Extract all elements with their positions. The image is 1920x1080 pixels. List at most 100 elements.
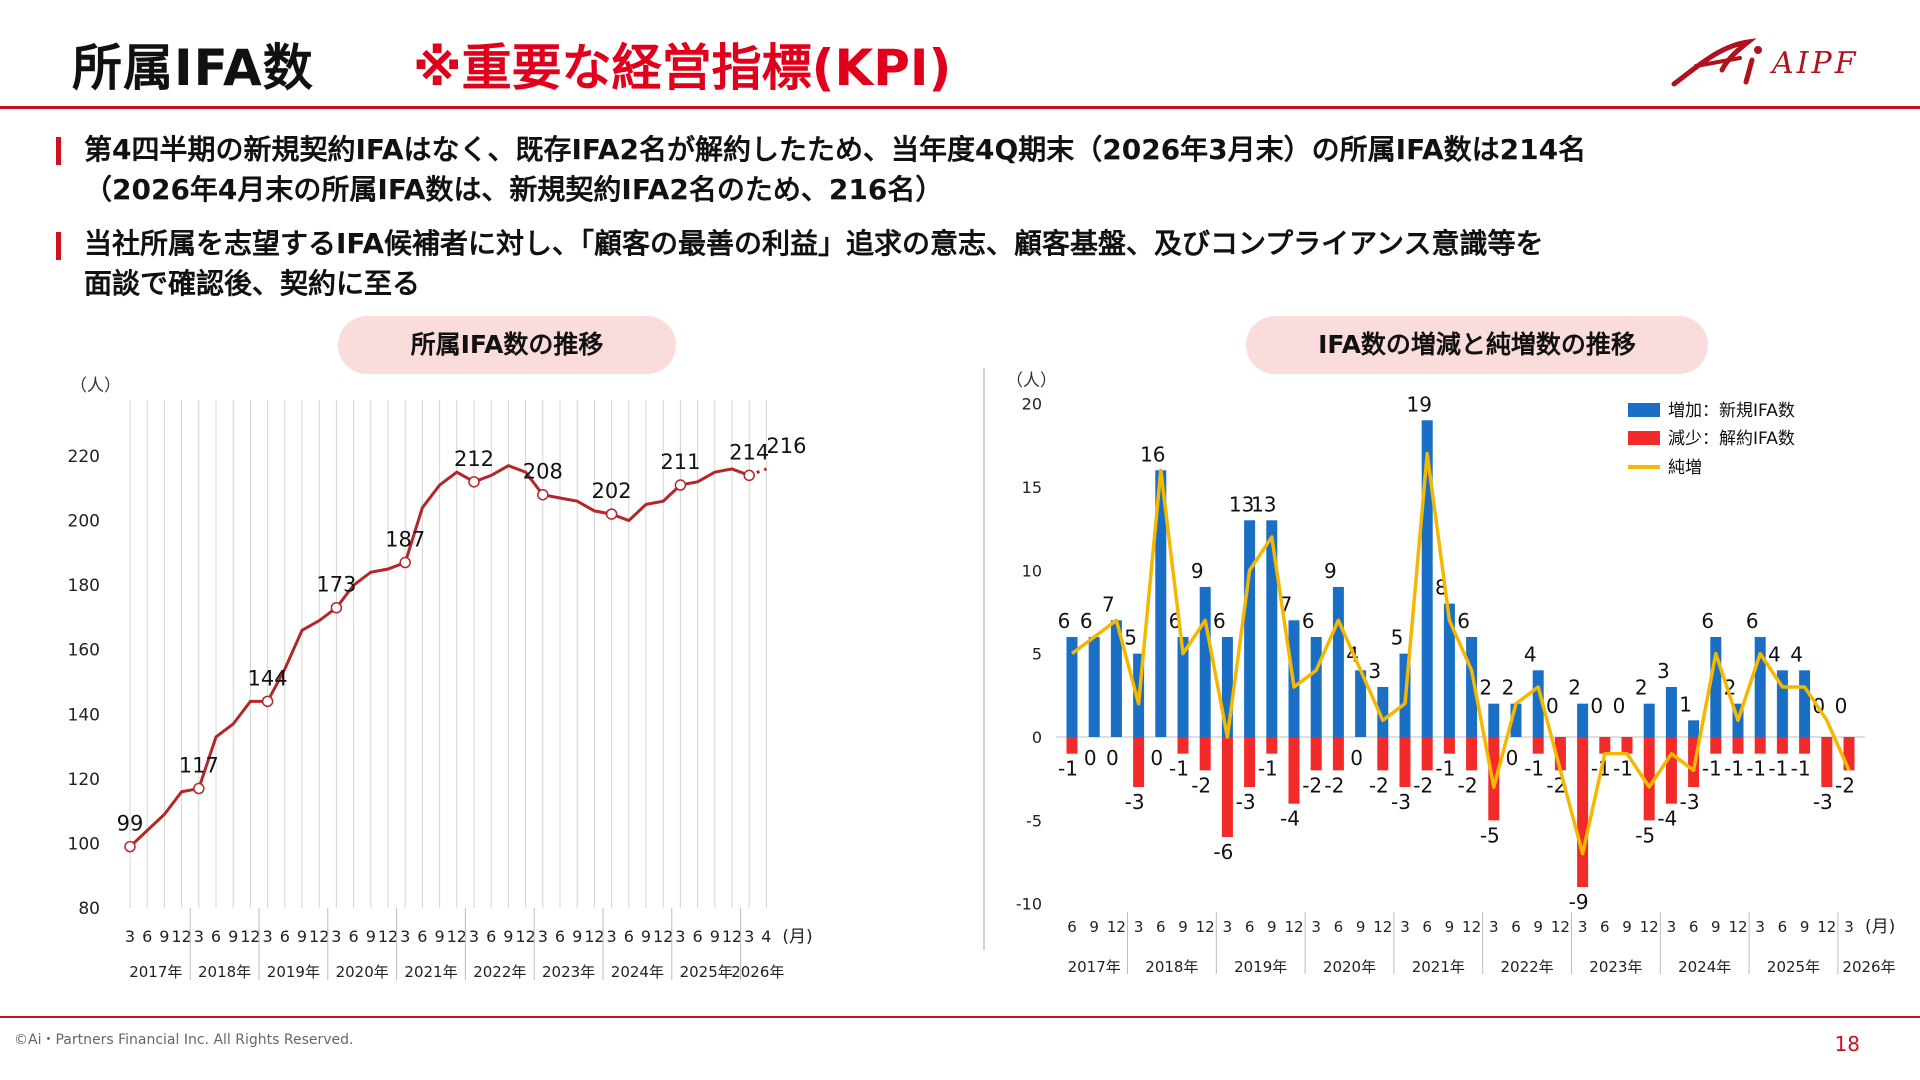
x-tick-label: 6 bbox=[1778, 918, 1788, 936]
bar-chart-title: IFA数の増減と純増数の推移 bbox=[1246, 316, 1708, 374]
data-point-marker bbox=[605, 508, 618, 520]
decrease-label: -1 bbox=[1524, 757, 1544, 781]
x-tick-label: 3 bbox=[125, 927, 135, 946]
data-label: 144 bbox=[248, 666, 288, 690]
x-tick-label: 6 bbox=[1067, 918, 1077, 936]
x-tick-label: 3 bbox=[607, 927, 617, 946]
x-tick-label: 3 bbox=[1134, 918, 1144, 936]
year-label: 2024年 bbox=[1678, 958, 1731, 976]
decrease-label: -9 bbox=[1569, 890, 1589, 914]
increase-label: 4 bbox=[1524, 642, 1537, 666]
decrease-label: -3 bbox=[1125, 790, 1145, 814]
decrease-bar bbox=[1599, 737, 1611, 754]
data-point-marker bbox=[399, 556, 411, 569]
increase-bar bbox=[1421, 420, 1433, 737]
year-label: 2026年 bbox=[1842, 958, 1895, 976]
x-tick-label: 12 bbox=[1817, 918, 1836, 936]
data-point-marker bbox=[193, 782, 205, 795]
y-tick-label: -5 bbox=[1026, 811, 1042, 830]
x-tick-label: 9 bbox=[503, 927, 513, 946]
increase-label: 0 bbox=[1590, 694, 1603, 718]
increase-bar bbox=[1466, 636, 1478, 737]
x-tick-label: 9 bbox=[1356, 918, 1366, 936]
x-tick-label: 12 bbox=[722, 927, 742, 946]
x-tick-label: 6 bbox=[624, 927, 634, 946]
x-tick-label: 9 bbox=[297, 927, 307, 946]
x-tick-label: 3 bbox=[331, 927, 341, 946]
increase-label: 13 bbox=[1229, 492, 1254, 516]
increase-label: 4 bbox=[1790, 642, 1803, 666]
y-tick-label: 220 bbox=[68, 447, 100, 467]
year-label: 2018年 bbox=[198, 963, 251, 981]
decrease-bar bbox=[1288, 737, 1300, 804]
increase-label: 3 bbox=[1368, 659, 1381, 683]
x-tick-label: 4 bbox=[761, 927, 771, 946]
x-axis-unit: (月) bbox=[1865, 917, 1895, 937]
x-tick-label: 9 bbox=[1711, 918, 1721, 936]
increase-label: 6 bbox=[1457, 609, 1470, 633]
page-title: 所属IFA数 bbox=[72, 39, 314, 97]
y-axis-unit: （人） bbox=[1006, 371, 1057, 391]
x-tick-label: 9 bbox=[1533, 918, 1543, 936]
x-tick-label: 12 bbox=[240, 927, 260, 946]
decrease-label: -1 bbox=[1724, 757, 1744, 781]
bullet-marker bbox=[56, 137, 61, 165]
decrease-label: -3 bbox=[1391, 790, 1411, 814]
ifa-count-line bbox=[128, 464, 750, 848]
y-axis-unit: （人） bbox=[70, 376, 121, 396]
y-tick-label: 20 bbox=[1022, 395, 1042, 414]
data-label: 216 bbox=[766, 434, 806, 458]
decrease-label: -6 bbox=[1213, 840, 1233, 864]
increase-bar bbox=[1443, 603, 1455, 737]
ifa-count-projection-line bbox=[748, 467, 767, 477]
y-tick-label: 160 bbox=[68, 641, 100, 661]
footer-rule bbox=[0, 1016, 1920, 1018]
decrease-bar bbox=[1776, 737, 1788, 754]
increase-bar bbox=[1532, 670, 1544, 737]
decrease-label: -1 bbox=[1746, 757, 1766, 781]
decrease-label: 0 bbox=[1106, 746, 1119, 770]
increase-label: 2 bbox=[1568, 676, 1581, 700]
x-tick-label: 3 bbox=[469, 927, 479, 946]
y-tick-label: -10 bbox=[1016, 895, 1042, 914]
decrease-label: -3 bbox=[1236, 790, 1256, 814]
increase-label: 6 bbox=[1746, 609, 1759, 633]
header-rule bbox=[0, 106, 1920, 109]
decrease-bar bbox=[1710, 737, 1722, 754]
x-tick-label: 9 bbox=[228, 927, 238, 946]
x-tick-label: 6 bbox=[1156, 918, 1166, 936]
legend-increase-label: 増加：新規IFA数 bbox=[1668, 401, 1795, 421]
year-label: 2023年 bbox=[542, 963, 595, 981]
decrease-label: -3 bbox=[1813, 790, 1833, 814]
decrease-label: -3 bbox=[1680, 790, 1700, 814]
x-tick-label: 3 bbox=[744, 927, 754, 946]
decrease-label: -5 bbox=[1480, 823, 1500, 847]
x-tick-label: 12 bbox=[515, 927, 535, 946]
increase-label: 13 bbox=[1251, 492, 1276, 516]
increase-bar bbox=[1710, 636, 1722, 737]
decrease-bar bbox=[1821, 737, 1833, 788]
increase-label: 6 bbox=[1701, 609, 1714, 633]
x-tick-label: 6 bbox=[1600, 918, 1610, 936]
year-label: 2017年 bbox=[1068, 958, 1121, 976]
increase-bar bbox=[1488, 703, 1500, 737]
x-tick-label: 12 bbox=[1196, 918, 1215, 936]
increase-label: 4 bbox=[1768, 642, 1781, 666]
legend-decrease-label: 減少：解約IFA数 bbox=[1668, 429, 1795, 449]
decrease-bar bbox=[1843, 737, 1855, 771]
data-point-marker bbox=[330, 601, 343, 614]
x-tick-label: 9 bbox=[435, 927, 445, 946]
decrease-label: -1 bbox=[1768, 757, 1788, 781]
x-tick-label: 9 bbox=[1089, 918, 1099, 936]
decrease-label: -2 bbox=[1302, 773, 1322, 797]
increase-bar bbox=[1110, 620, 1122, 737]
increase-label: 6 bbox=[1302, 609, 1315, 633]
bullet-1-line-1: 第4四半期の新規契約IFAはなく、既存IFA2名が解約したため、当年度4Q期末（… bbox=[84, 133, 1587, 166]
increase-label: 5 bbox=[1124, 626, 1137, 650]
x-tick-label: 9 bbox=[1622, 918, 1632, 936]
line-chart-title: 所属IFA数の推移 bbox=[338, 316, 676, 374]
data-point-marker bbox=[261, 695, 274, 708]
x-tick-label: 6 bbox=[211, 927, 221, 946]
year-label: 2024年 bbox=[611, 963, 664, 981]
x-tick-label: 9 bbox=[641, 927, 651, 946]
